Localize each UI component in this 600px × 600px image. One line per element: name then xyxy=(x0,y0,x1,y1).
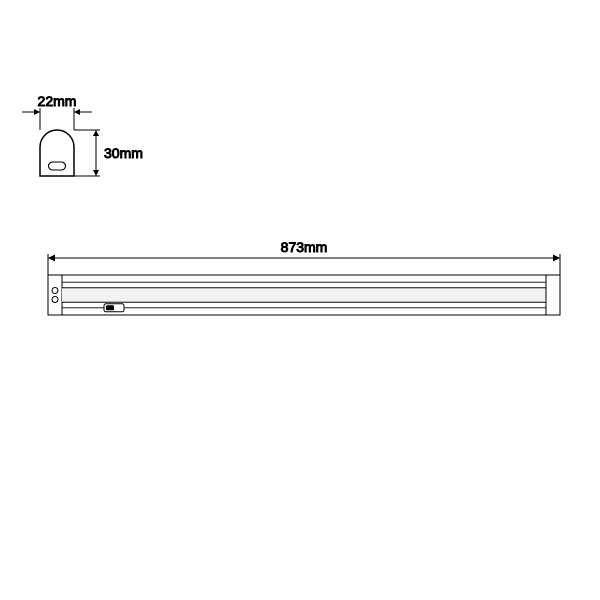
end-view xyxy=(40,130,74,176)
dimension-width: 22mm xyxy=(22,93,92,130)
side-body xyxy=(62,275,546,315)
dimension-length: 873mm xyxy=(48,239,560,275)
dimension-height: 30mm xyxy=(74,130,143,176)
dimension-length-label: 873mm xyxy=(281,239,328,255)
side-view xyxy=(48,275,560,315)
side-left-endcap xyxy=(48,275,62,315)
dimension-drawing: 22mm 30mm 873mm xyxy=(0,0,600,600)
dimension-width-label: 22mm xyxy=(38,93,77,109)
dimension-height-label: 30mm xyxy=(104,145,143,161)
side-right-endcap xyxy=(546,275,560,315)
side-switch xyxy=(104,304,124,312)
